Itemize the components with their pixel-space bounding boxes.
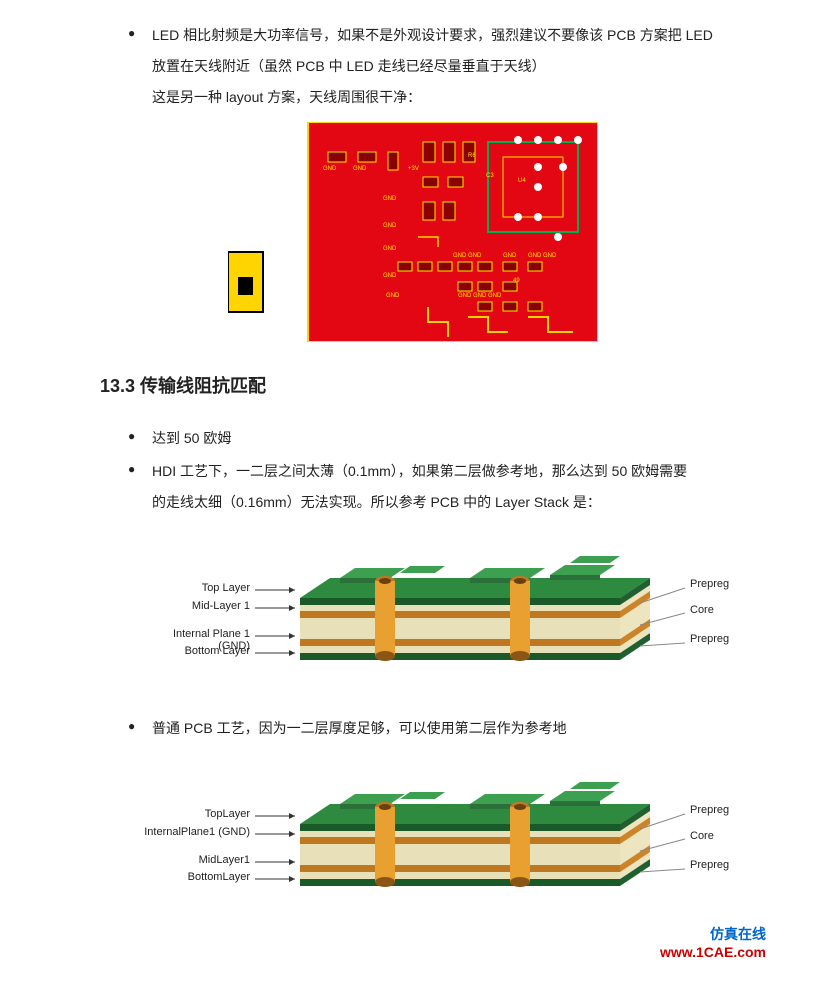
footer-cn: 仿真在线 (710, 926, 766, 942)
layer-label: Prepreg (690, 859, 729, 871)
svg-text:GND: GND (383, 223, 397, 229)
layer-label: InternalPlane1 (GND) (140, 826, 250, 838)
svg-text:C3: C3 (486, 173, 494, 179)
bullet-item: 普通 PCB 工艺，因为一二层厚度足够，可以使用第二层作为参考地 (128, 713, 766, 744)
bullet-text: 的走线太细（0.16mm）无法实现。所以参考 PCB 中的 Layer Stac… (152, 494, 601, 510)
layer-label: Core (690, 604, 714, 616)
footer: 仿真在线 www.1CAE.com (0, 924, 826, 960)
section-heading: 13.3 传输线阻抗匹配 (100, 372, 826, 398)
bullet-item: LED 相比射频是大功率信号，如果不是外观设计要求，强烈建议不要像该 PCB 方… (128, 20, 766, 112)
svg-text:U4: U4 (518, 178, 526, 184)
bullet-text: 达到 50 欧姆 (152, 430, 231, 446)
pcb-layout-image: GND GND +3V GND GND GND GND GND GND GND … (228, 122, 598, 342)
footer-url: www.1CAE.com (660, 944, 766, 960)
svg-text:49: 49 (513, 278, 520, 284)
bullet-text: 放置在天线附近（虽然 PCB 中 LED 走线已经尽量垂直于天线） (152, 58, 546, 74)
svg-text:GND: GND (353, 166, 367, 172)
layer-label: Bottom Layer (140, 645, 250, 657)
svg-text:GND: GND (383, 196, 397, 202)
layer-label: Prepreg (690, 804, 729, 816)
layer-label: BottomLayer (140, 871, 250, 883)
bullet-text: LED 相比射频是大功率信号，如果不是外观设计要求，强烈建议不要像该 PCB 方… (152, 27, 713, 43)
svg-text:GND: GND (386, 293, 400, 299)
svg-text:GND: GND (383, 246, 397, 252)
svg-text:+3V: +3V (408, 166, 419, 172)
svg-text:GND GND GND: GND GND GND (458, 293, 502, 299)
layer-stack-1: Top Layer Mid-Layer 1 Internal Plane 1 (… (140, 528, 730, 688)
layer-label: Top Layer (140, 582, 250, 594)
section2-list-cont: 普通 PCB 工艺，因为一二层厚度足够，可以使用第二层作为参考地 (128, 713, 766, 744)
svg-text:GND GND: GND GND (528, 253, 557, 259)
svg-text:GND: GND (503, 253, 517, 259)
section1-list: LED 相比射频是大功率信号，如果不是外观设计要求，强烈建议不要像该 PCB 方… (128, 20, 766, 112)
layer-label: Mid-Layer 1 (140, 600, 250, 612)
layer-label: Core (690, 830, 714, 842)
section2-list: 达到 50 欧姆 HDI 工艺下，一二层之间太薄（0.1mm），如果第二层做参考… (128, 423, 766, 517)
bullet-text: HDI 工艺下，一二层之间太薄（0.1mm），如果第二层做参考地，那么达到 50… (152, 463, 687, 479)
svg-text:GND: GND (323, 166, 337, 172)
layer-label: TopLayer (140, 808, 250, 820)
layer-label: MidLayer1 (140, 854, 250, 866)
bullet-text: 这是另一种 layout 方案，天线周围很干净： (152, 89, 421, 105)
layer-label: Prepreg (690, 633, 729, 645)
svg-text:GND: GND (383, 273, 397, 279)
bullet-item: HDI 工艺下，一二层之间太薄（0.1mm），如果第二层做参考地，那么达到 50… (128, 456, 766, 518)
layer-stack-2: TopLayer InternalPlane1 (GND) MidLayer1 … (140, 754, 730, 914)
layer-label: Prepreg (690, 578, 729, 590)
svg-text:R6: R6 (468, 153, 476, 159)
bullet-text: 普通 PCB 工艺，因为一二层厚度足够，可以使用第二层作为参考地 (152, 720, 567, 736)
svg-text:GND GND: GND GND (453, 253, 482, 259)
bullet-item: 达到 50 欧姆 (128, 423, 766, 454)
